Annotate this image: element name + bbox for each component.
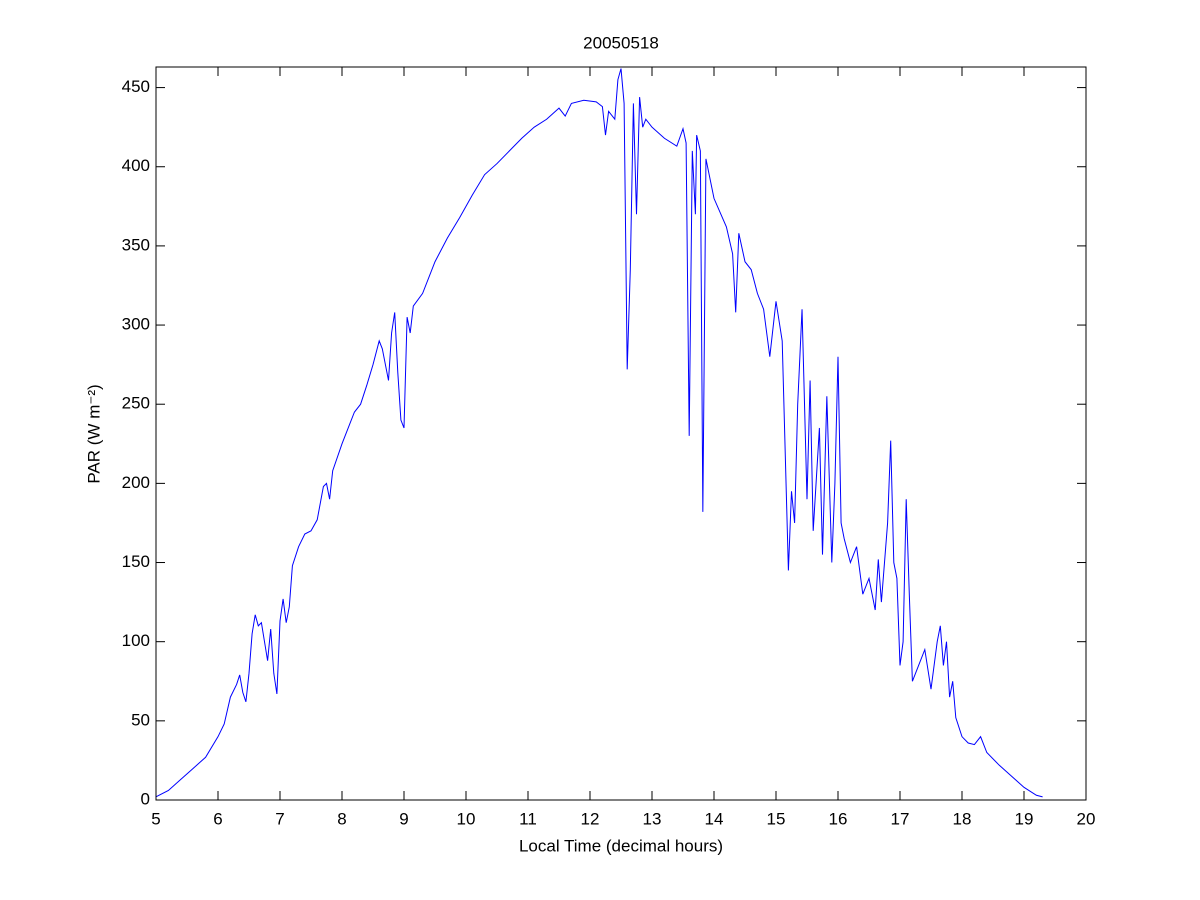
y-tick-label: 250 <box>122 394 150 413</box>
x-tick-label: 19 <box>1015 809 1034 828</box>
plot-frame <box>155 66 1087 801</box>
y-tick-label: 400 <box>122 156 150 175</box>
x-tick-label: 12 <box>581 809 600 828</box>
y-tick-label: 50 <box>131 710 150 729</box>
y-tick-label: 200 <box>122 473 150 492</box>
y-tick-label: 350 <box>122 235 150 254</box>
y-axis-label: PAR (W m⁻²) <box>84 384 103 483</box>
x-tick-label: 17 <box>891 809 910 828</box>
x-tick-label: 11 <box>519 809 537 828</box>
x-axis-label: Local Time (decimal hours) <box>519 836 723 855</box>
x-tick-label: 14 <box>705 809 724 828</box>
x-tick-label: 6 <box>213 809 222 828</box>
x-tick-label: 8 <box>337 809 346 828</box>
x-tick-label: 10 <box>457 809 476 828</box>
x-tick-label: 20 <box>1077 809 1096 828</box>
data-line <box>155 68 1043 798</box>
x-tick-label: 7 <box>275 809 284 828</box>
y-tick-label: 450 <box>122 77 150 96</box>
y-tick-label: 0 <box>141 789 150 808</box>
chart-title: 20050518 <box>583 33 659 52</box>
x-tick-label: 13 <box>643 809 662 828</box>
x-tick-label: 9 <box>399 809 408 828</box>
y-tick-label: 100 <box>122 631 150 650</box>
y-tick-label: 150 <box>122 552 150 571</box>
x-tick-label: 5 <box>151 809 160 828</box>
y-tick-label: 300 <box>122 315 150 334</box>
x-tick-label: 15 <box>767 809 786 828</box>
x-tick-label: 16 <box>829 809 848 828</box>
x-tick-label: 18 <box>953 809 972 828</box>
